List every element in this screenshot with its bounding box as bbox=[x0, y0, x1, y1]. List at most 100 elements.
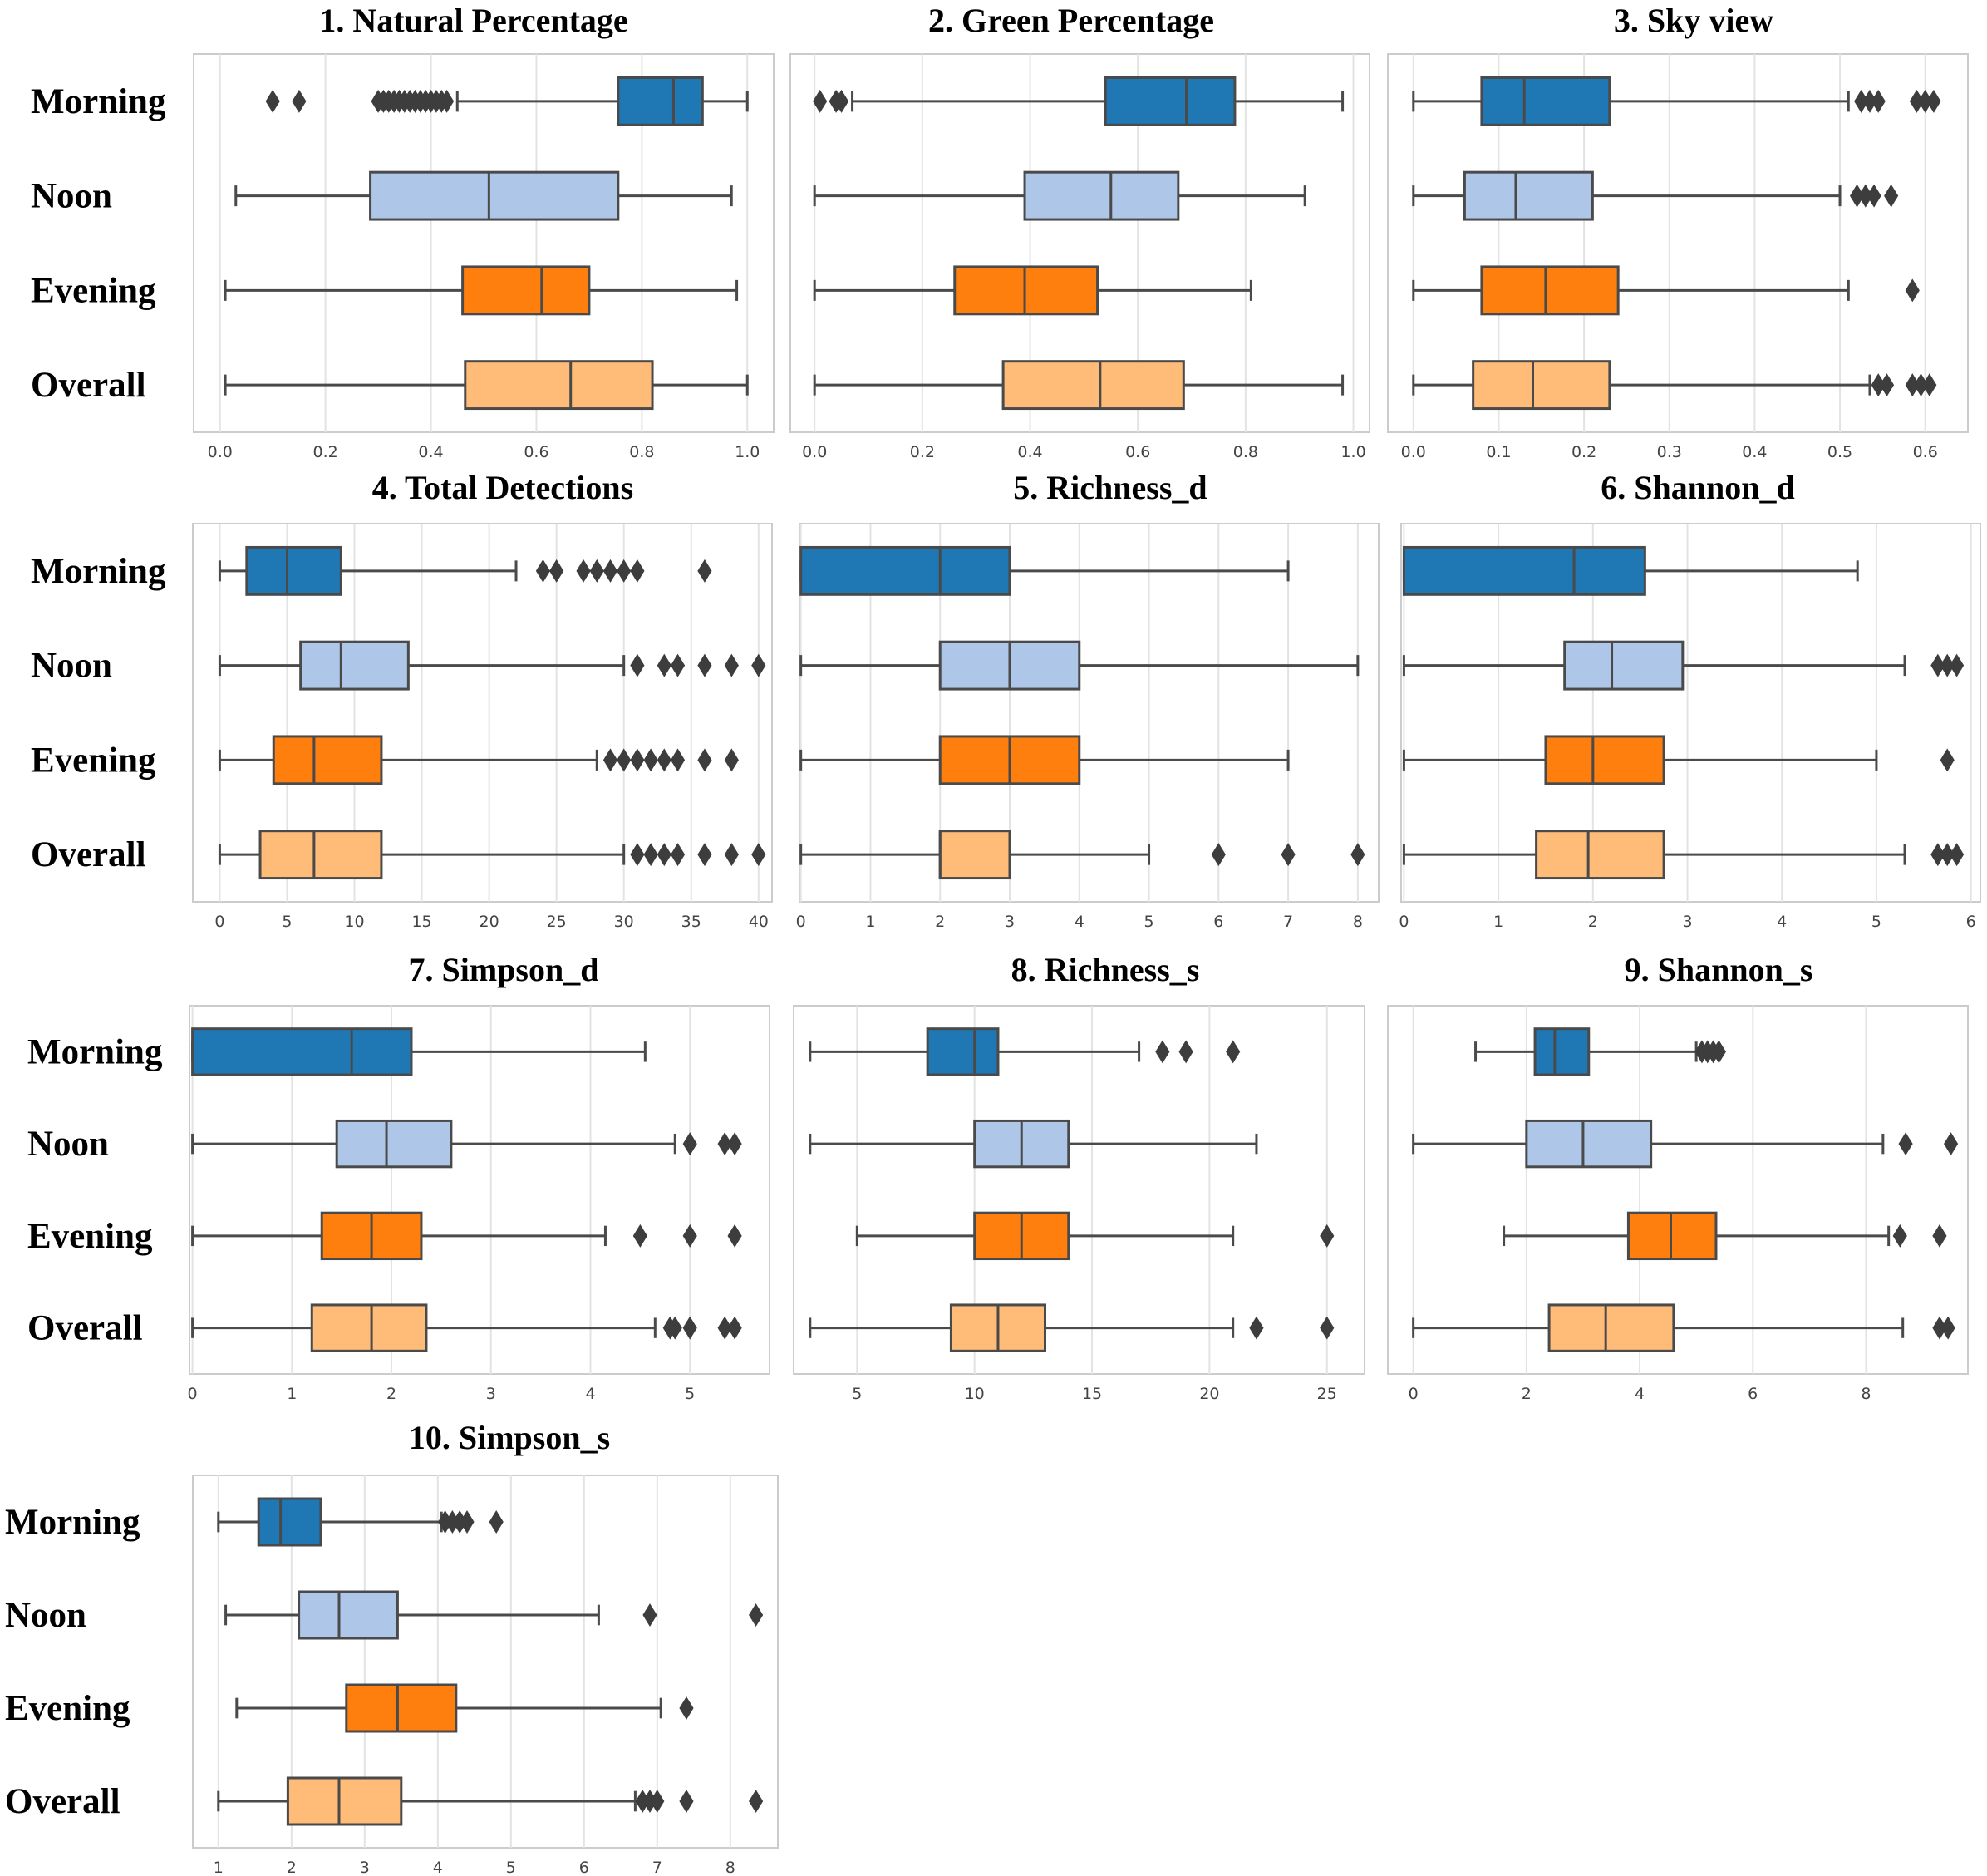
x-tick-label: 3 bbox=[486, 1385, 496, 1403]
outlier-point bbox=[1932, 1224, 1947, 1248]
outlier-point bbox=[682, 1224, 697, 1248]
outlier-point bbox=[1249, 1316, 1264, 1340]
box-morning bbox=[813, 76, 1345, 126]
box-evening bbox=[1503, 1211, 1947, 1261]
x-tick-label: 0 bbox=[188, 1385, 198, 1403]
box-morning bbox=[1412, 76, 1941, 126]
iqr-box bbox=[1104, 76, 1237, 126]
panel-8: 5 10 15 20 25 8. Richness_s bbox=[793, 951, 1365, 1403]
box-overall bbox=[809, 1303, 1335, 1352]
x-tick-label: 0.5 bbox=[1827, 443, 1852, 461]
outlier-point bbox=[1879, 373, 1895, 397]
iqr-box bbox=[1402, 545, 1646, 596]
outlier-point bbox=[1211, 843, 1226, 867]
row-label-noon: Noon bbox=[31, 177, 112, 216]
panel-title: 10. Simpson_s bbox=[409, 1419, 610, 1456]
x-tick-label: 8 bbox=[725, 1859, 735, 1876]
x-tick-label: 10 bbox=[344, 913, 364, 931]
outlier-point bbox=[682, 1132, 697, 1156]
outlier-point bbox=[617, 559, 632, 583]
row-label-overall: Overall bbox=[31, 835, 146, 874]
outlier-point bbox=[1155, 1040, 1170, 1064]
panel-4: 0 5 10 15 20 25 30 35 40 4. Total Detections Morni… bbox=[31, 469, 773, 931]
x-tick-label: 0 bbox=[1399, 913, 1409, 931]
x-tick-label: 1 bbox=[1493, 913, 1503, 931]
x-tick-label: 2 bbox=[1588, 913, 1598, 931]
outlier-point bbox=[292, 89, 307, 113]
outlier-point bbox=[834, 89, 849, 113]
outlier-point bbox=[535, 559, 551, 583]
x-tick-label: 2 bbox=[386, 1385, 396, 1403]
iqr-box bbox=[257, 1497, 322, 1547]
row-label-noon: Noon bbox=[5, 1596, 86, 1635]
outlier-point bbox=[670, 748, 686, 772]
outlier-point bbox=[717, 1132, 732, 1156]
outlier-point bbox=[667, 1316, 682, 1340]
iqr-box bbox=[1525, 1119, 1653, 1169]
outlier-point bbox=[1871, 89, 1886, 113]
outlier-point bbox=[1892, 1224, 1907, 1248]
iqr-box bbox=[938, 830, 1011, 880]
x-tick-label: 25 bbox=[547, 913, 567, 931]
outlier-point bbox=[813, 89, 828, 113]
panel-title: 2. Green Percentage bbox=[928, 2, 1214, 39]
outlier-point bbox=[643, 843, 658, 867]
panel-title: 8. Richness_s bbox=[1011, 951, 1200, 988]
outlier-point bbox=[1930, 653, 1945, 677]
outlier-point bbox=[643, 748, 658, 772]
outlier-point bbox=[697, 653, 712, 677]
iqr-box bbox=[617, 76, 704, 126]
iqr-box bbox=[1463, 170, 1594, 221]
x-tick-label: 20 bbox=[480, 913, 499, 931]
x-tick-label: 0.3 bbox=[1657, 443, 1682, 461]
iqr-box bbox=[345, 1683, 458, 1733]
iqr-box bbox=[299, 640, 410, 691]
row-label-evening: Evening bbox=[27, 1217, 153, 1256]
outlier-point bbox=[724, 843, 739, 867]
row-label-noon: Noon bbox=[27, 1125, 109, 1164]
iqr-box bbox=[1544, 735, 1665, 785]
x-tick-label: 0.8 bbox=[629, 443, 654, 461]
x-tick-label: 0.8 bbox=[1233, 443, 1258, 461]
plot-frame bbox=[793, 1005, 1365, 1375]
row-label-evening: Evening bbox=[31, 271, 156, 310]
iqr-box bbox=[926, 1027, 1000, 1076]
box-evening bbox=[224, 265, 739, 316]
iqr-box bbox=[799, 545, 1011, 596]
panel-title: 1. Natural Percentage bbox=[319, 2, 627, 39]
x-tick-label: 35 bbox=[681, 913, 701, 931]
outlier-point bbox=[1940, 1316, 1955, 1340]
outlier-point bbox=[1281, 843, 1296, 867]
box-overall bbox=[191, 1303, 742, 1352]
box-evening bbox=[813, 265, 1252, 316]
outlier-point bbox=[549, 559, 564, 583]
outlier-point bbox=[670, 653, 686, 677]
box-overall bbox=[813, 360, 1345, 411]
x-tick-label: 5 bbox=[1871, 913, 1881, 931]
box-morning bbox=[191, 1027, 647, 1076]
panel-10: 1 2 3 4 5 6 7 8 10. Simpson_s Morning Noon Evening O… bbox=[5, 1419, 779, 1876]
box-overall bbox=[218, 830, 766, 880]
box-morning bbox=[217, 1497, 504, 1547]
outlier-point bbox=[630, 748, 645, 772]
iqr-box bbox=[1535, 830, 1665, 880]
iqr-box bbox=[1563, 640, 1685, 691]
outlier-point bbox=[650, 1790, 665, 1813]
iqr-box bbox=[1480, 76, 1611, 126]
outlier-point bbox=[1930, 843, 1945, 867]
x-tick-label: 5 bbox=[852, 1385, 862, 1403]
box-evening bbox=[799, 735, 1290, 785]
panel-title: 9. Shannon_s bbox=[1625, 951, 1813, 988]
x-tick-label: 1 bbox=[865, 913, 875, 931]
outlier-point bbox=[602, 748, 618, 772]
box-overall bbox=[1412, 1303, 1955, 1352]
x-tick-label: 6 bbox=[579, 1859, 589, 1876]
box-overall bbox=[799, 830, 1365, 880]
iqr-box bbox=[272, 735, 383, 785]
outlier-point bbox=[265, 89, 280, 113]
x-tick-label: 4 bbox=[585, 1385, 595, 1403]
outlier-point bbox=[1943, 1132, 1959, 1156]
panel-5: 0 1 2 3 4 5 6 7 8 5. Richness_d bbox=[796, 469, 1380, 931]
iqr-box bbox=[461, 265, 591, 316]
x-tick-label: 0.2 bbox=[1571, 443, 1596, 461]
